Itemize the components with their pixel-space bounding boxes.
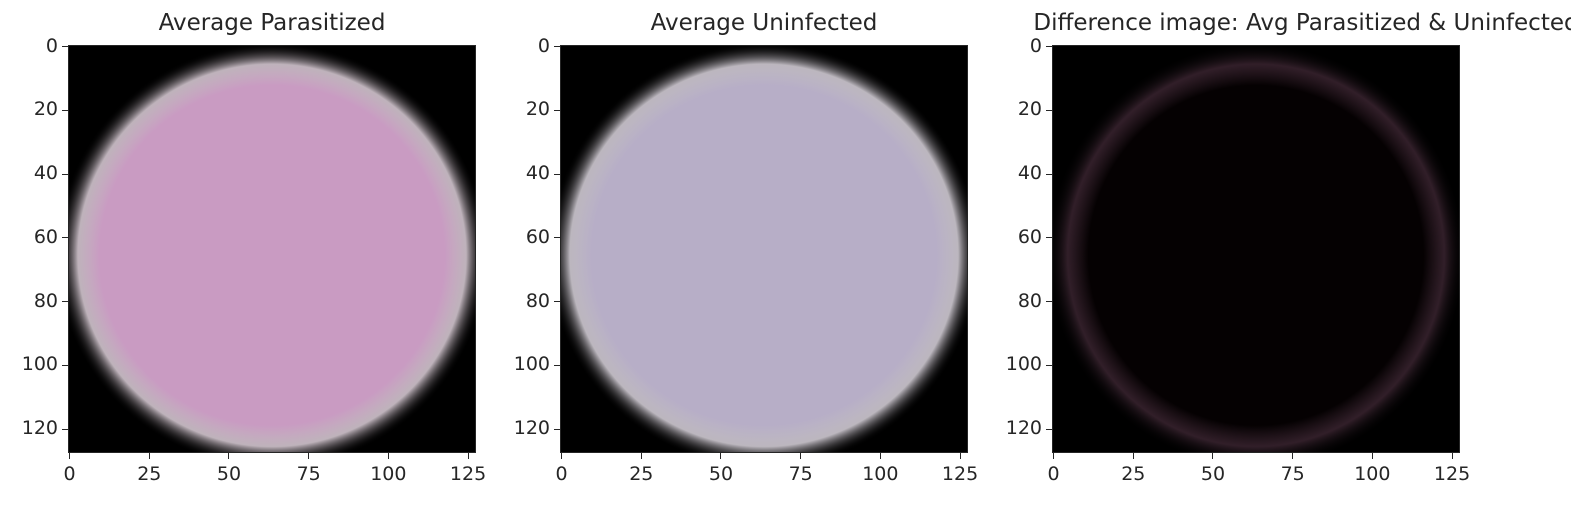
x-tick-label: 50 [708,463,734,485]
y-tick-mark [554,173,560,175]
y-tick-label: 100 [513,353,550,376]
x-tick-mark [1053,453,1055,459]
y-tick-mark [1046,237,1052,239]
y-tick-mark [1046,301,1052,303]
x-tick-mark [1371,453,1373,459]
x-tick-label: 0 [63,463,76,485]
y-tick-label: 40 [1017,162,1042,185]
x-tick-mark [387,453,389,459]
x-tick-label: 75 [296,463,321,485]
y-tick-label: 80 [33,289,58,312]
y-tick-mark [62,364,68,366]
average-cell-image [1053,46,1459,452]
y-tick-mark [1046,428,1052,430]
y-tick-mark [1046,364,1052,366]
average-cell-image [69,46,475,452]
y-tick-label: 60 [33,225,58,248]
y-tick-label: 120 [1005,417,1042,440]
y-tick-mark [62,46,68,48]
x-tick-mark [308,453,310,459]
y-tick-label: 120 [513,417,550,440]
cell-disc [1053,46,1459,452]
average-cell-image [561,46,967,452]
y-tick-label: 60 [525,225,550,248]
x-tick-mark [228,453,230,459]
x-tick-label: 50 [1200,463,1226,485]
y-tick-mark [554,428,560,430]
y-tick-mark [554,301,560,303]
y-tick-mark [62,428,68,430]
x-tick-mark [1212,453,1214,459]
x-tick-mark [1132,453,1134,459]
y-tick-label: 100 [21,353,58,376]
y-tick-label: 0 [537,34,550,57]
image-axes [68,45,476,453]
x-tick-label: 75 [788,463,813,485]
chart-title: Difference image: Avg Parasitized & Unin… [1033,10,1571,36]
x-tick-label: 25 [1121,463,1146,485]
x-tick-mark [148,453,150,459]
y-tick-mark [554,109,560,111]
y-tick-label: 120 [21,417,58,440]
y-tick-label: 0 [1029,34,1042,57]
x-tick-label: 125 [1433,463,1471,485]
x-tick-label: 125 [449,463,487,485]
x-tick-mark [467,453,469,459]
y-tick-label: 60 [1017,225,1042,248]
x-tick-label: 100 [370,463,407,485]
y-tick-label: 40 [33,162,58,185]
x-tick-label: 75 [1280,463,1305,485]
y-tick-mark [62,301,68,303]
y-tick-label: 20 [33,98,58,121]
y-tick-label: 20 [525,98,550,121]
x-tick-mark [1451,453,1453,459]
x-tick-label: 100 [862,463,899,485]
x-tick-label: 0 [555,463,568,485]
y-tick-mark [1046,46,1052,48]
image-axes [560,45,968,453]
y-tick-label: 40 [525,162,550,185]
y-tick-label: 0 [45,34,58,57]
x-tick-mark [640,453,642,459]
x-tick-label: 100 [1354,463,1391,485]
y-tick-mark [554,46,560,48]
y-tick-mark [1046,173,1052,175]
x-tick-mark [800,453,802,459]
x-tick-label: 0 [1047,463,1060,485]
x-tick-mark [720,453,722,459]
y-tick-label: 80 [525,289,550,312]
cell-disc [69,46,475,452]
x-tick-mark [879,453,881,459]
y-tick-mark [554,237,560,239]
y-tick-mark [62,173,68,175]
chart-title: Average Parasitized [158,10,386,36]
y-tick-mark [554,364,560,366]
y-tick-mark [62,109,68,111]
y-tick-label: 80 [1017,289,1042,312]
cell-disc [561,46,967,452]
x-tick-label: 50 [216,463,242,485]
x-tick-label: 25 [629,463,654,485]
x-tick-mark [561,453,563,459]
x-tick-label: 125 [941,463,979,485]
y-tick-mark [1046,109,1052,111]
y-tick-mark [62,237,68,239]
x-tick-mark [959,453,961,459]
chart-title: Average Uninfected [650,10,878,36]
y-tick-label: 20 [1017,98,1042,121]
x-tick-mark [1292,453,1294,459]
y-tick-label: 100 [1005,353,1042,376]
x-tick-mark [69,453,71,459]
x-tick-label: 25 [137,463,162,485]
image-axes [1052,45,1460,453]
